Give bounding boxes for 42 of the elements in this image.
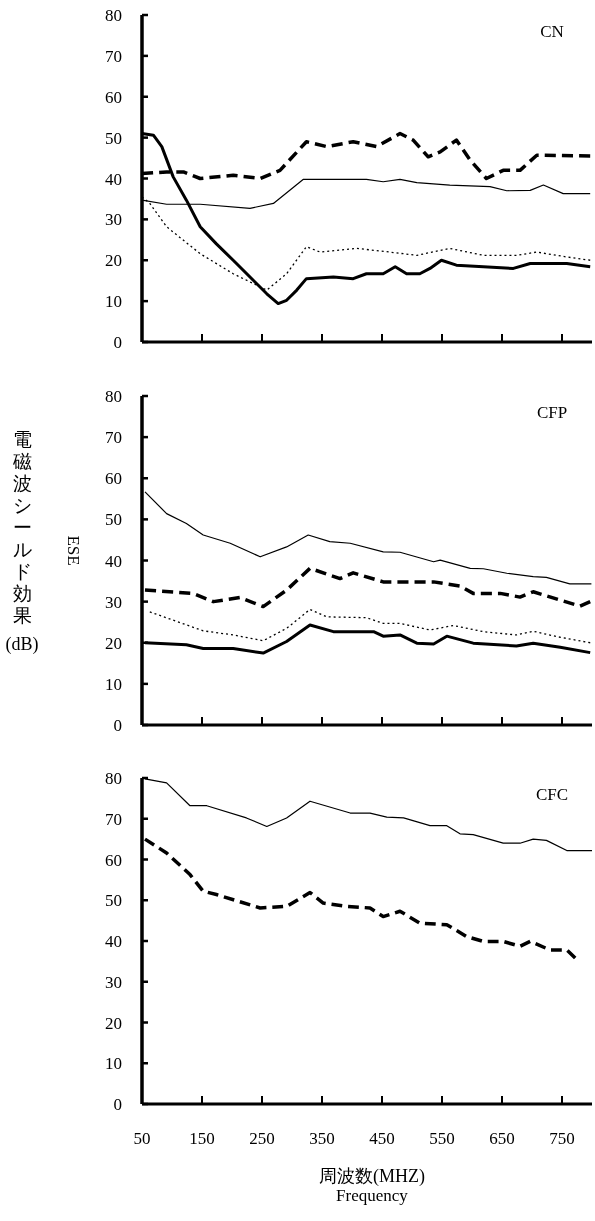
x-tick-label: 750 [549, 1129, 575, 1148]
text: ESE [64, 535, 83, 566]
x-tick-label: 650 [489, 1129, 515, 1148]
x-tick-label: 350 [309, 1129, 335, 1148]
x-tick-label: 150 [189, 1129, 215, 1148]
y-tick-label: 30 [105, 972, 122, 992]
chart-title: CFC [535, 785, 569, 804]
y-tick-label: 0 [113, 716, 122, 735]
line-series [149, 608, 591, 644]
text: 電磁波シールド効果(dB) [5, 428, 39, 654]
x-axis-title: 周波数(MHZ) Frequency [319, 1166, 425, 1205]
y-tick-label: 80 [105, 769, 122, 788]
chart-title: CN [540, 22, 564, 41]
x-tick-label: 450 [369, 1129, 395, 1148]
y-tick-label: 80 [105, 6, 122, 25]
y-tick-label: 60 [105, 87, 122, 107]
y-tick-label: 60 [105, 469, 122, 489]
x-tick-label: 250 [249, 1129, 275, 1148]
y-tick-label: 40 [105, 551, 122, 571]
y-tick-label: 50 [105, 128, 122, 148]
y-tick-label: 50 [105, 510, 122, 530]
y-tick-label: 70 [105, 428, 122, 448]
y-tick-label: 30 [105, 592, 122, 612]
y-tick-label: 20 [105, 633, 122, 653]
y-tick-label: 10 [105, 292, 122, 312]
y-tick-label: 10 [105, 674, 122, 694]
y-tick-label: 0 [113, 333, 122, 352]
y-tick-label: 60 [105, 850, 122, 870]
x-tick-label: 550 [429, 1129, 455, 1148]
y-tick-label: 30 [105, 210, 122, 230]
y-tick-label: 40 [105, 169, 122, 189]
y-tick-label: 50 [105, 891, 122, 911]
y-tick-label: 70 [105, 46, 122, 66]
y-tick-label: 20 [105, 1013, 122, 1033]
y-tick-label: 10 [105, 1054, 122, 1074]
y-tick-label: 40 [105, 932, 122, 951]
chart-title: CFP [536, 403, 568, 422]
y-tick-label: 0 [113, 1095, 122, 1114]
y-tick-label: 80 [105, 387, 122, 406]
x-tick-label: 50 [133, 1129, 151, 1148]
y-tick-label: 20 [105, 251, 122, 271]
y-tick-label: 70 [105, 809, 122, 829]
